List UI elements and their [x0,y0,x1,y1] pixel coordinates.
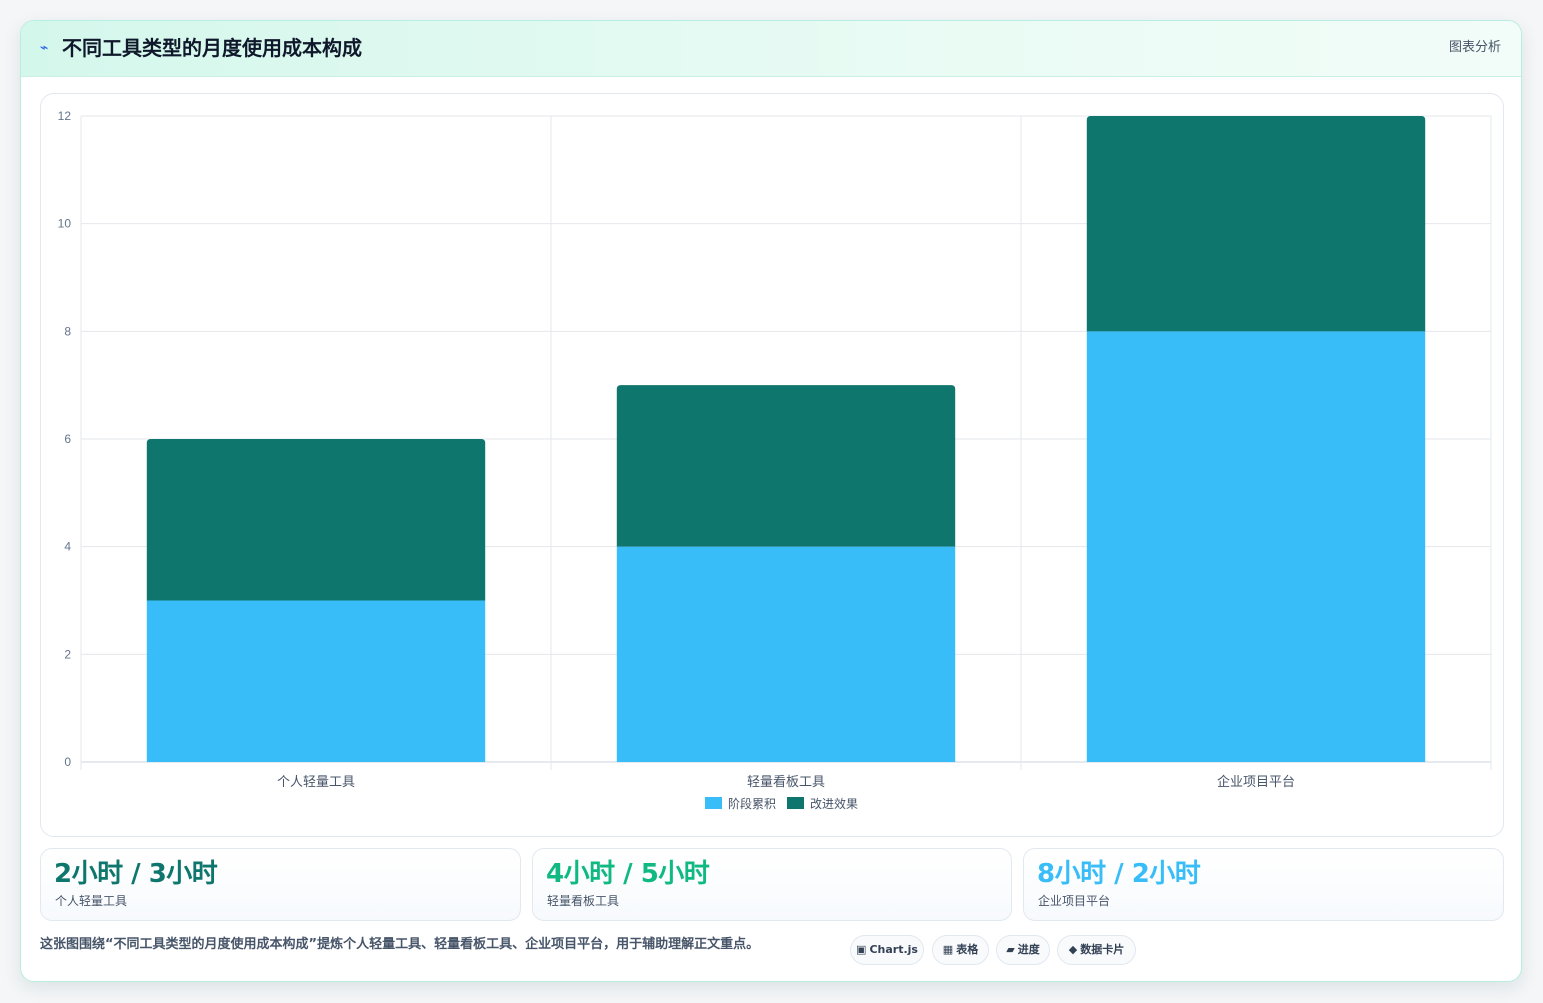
table-icon: ▦ [942,943,954,956]
stat-card-1: 2小时 / 3小时 个人轻量工具 [40,848,521,921]
bar-segment [616,385,956,547]
x-tick-label: 企业项目平台 [1217,774,1295,790]
page-title: 不同工具类型的月度使用成本构成 [62,36,362,60]
chart-card: ⌁ 不同工具类型的月度使用成本构成 图表分析 0 2 4 6 8 10 12 个人轻量工具 轻量… [20,20,1522,982]
bar-segment [1086,331,1426,762]
stat-label: 企业项目平台 [1038,894,1111,908]
tag-chartjs[interactable]: ▣ Chart.js [850,935,924,965]
progress-icon: ▰ [1006,943,1015,956]
stat-card-3: 8小时 / 2小时 企业项目平台 [1023,848,1504,921]
legend-label: 改进效果 [810,796,858,811]
stat-value: 2小时 / 3小时 [54,859,218,889]
tag-label: 表格 [956,943,979,956]
chart-icon: ▣ [856,943,867,956]
tag-label: Chart.js [869,943,918,956]
card-header: ⌁ 不同工具类型的月度使用成本构成 图表分析 [21,21,1521,77]
tag-table[interactable]: ▦ 表格 [932,935,989,965]
bar-segment [146,439,486,601]
y-tick-label: 12 [58,109,72,123]
x-tick-label: 个人轻量工具 [277,775,355,790]
y-tick-label: 10 [58,217,72,231]
x-tick-label: 轻量看板工具 [747,774,825,790]
stat-label: 轻量看板工具 [547,894,620,908]
bar-segment [146,600,486,762]
stat-card-2: 4小时 / 5小时 轻量看板工具 [532,848,1012,921]
diamond-icon: ◆ [1068,943,1078,956]
chart-analysis-label: 图表分析 [1448,40,1501,55]
y-tick-label: 8 [64,324,71,338]
bar-segment [1086,116,1426,332]
legend-swatch [705,797,722,809]
stat-value: 8小时 / 2小时 [1037,859,1201,889]
stat-label: 个人轻量工具 [55,894,128,908]
legend-swatch [787,797,804,809]
y-tick-label: 6 [64,432,71,446]
tag-label: 进度 [1017,943,1040,956]
legend-label: 阶段累积 [728,796,776,811]
y-tick-label: 0 [64,755,71,769]
y-tick-label: 2 [64,647,71,661]
tag-progress[interactable]: ▰ 进度 [996,935,1050,965]
stat-value: 4小时 / 5小时 [546,859,710,889]
tag-data-card[interactable]: ◆ 数据卡片 [1057,935,1136,965]
bar-segment [616,546,956,762]
lightning-icon: ⌁ [40,40,49,56]
chart-container: 0 2 4 6 8 10 12 个人轻量工具 轻量看板工具 企业项目平台阶段累积 改进效果 [40,93,1504,837]
y-tick-label: 4 [64,540,71,554]
tag-label: 数据卡片 [1080,943,1125,956]
chart-description: 这张图围绕“不同工具类型的月度使用成本构成”提炼个人轻量工具、轻量看板工具、企业… [40,937,760,952]
